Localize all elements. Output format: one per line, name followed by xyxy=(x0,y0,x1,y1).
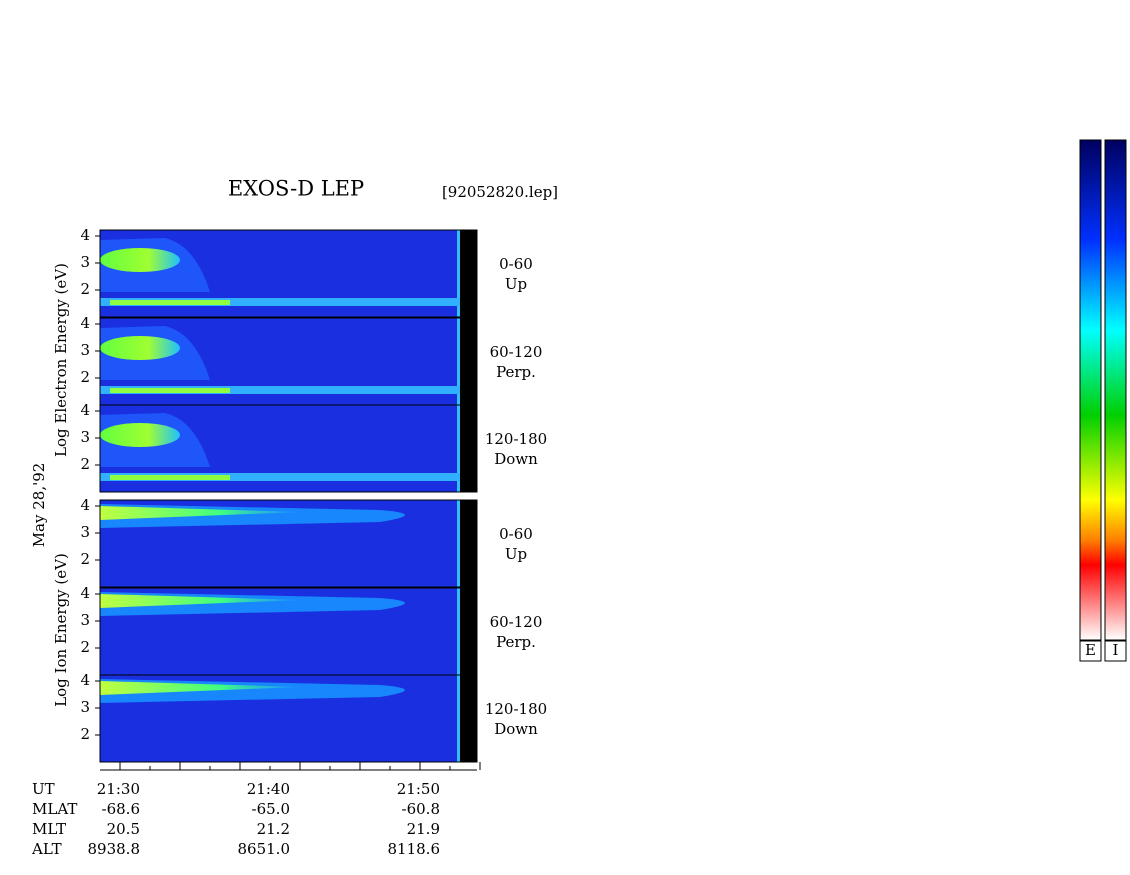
row-value: -60.8 xyxy=(402,800,440,818)
spectrum-band xyxy=(100,506,300,520)
colorbar-box xyxy=(1104,640,1127,662)
edge-band xyxy=(457,500,460,587)
data-gap xyxy=(460,588,477,675)
row-value: 8651.0 xyxy=(238,840,291,858)
date: May 28,'92 xyxy=(30,463,48,548)
angle-label: 0-60 xyxy=(499,255,533,273)
colorbar-box xyxy=(1079,640,1102,662)
angle-label: 0-60 xyxy=(499,525,533,543)
spectrum-band xyxy=(110,388,230,393)
colorbar xyxy=(1104,139,1127,641)
row-value: 21:30 xyxy=(97,780,140,798)
row-value: -65.0 xyxy=(252,800,290,818)
row-value: 8118.6 xyxy=(388,840,441,858)
spectrum-band xyxy=(100,423,180,447)
edge-band xyxy=(457,318,460,405)
data-gap xyxy=(460,500,477,587)
y-tick-label: 4 xyxy=(80,584,90,602)
panel-frame xyxy=(99,674,478,763)
direction-label: Up xyxy=(505,275,527,293)
panel-frame xyxy=(99,229,478,318)
spectrum-band xyxy=(100,336,180,360)
spectrum-band xyxy=(100,473,460,481)
direction-label: Down xyxy=(494,720,538,738)
file-name: [92052820.lep] xyxy=(442,183,558,201)
y-tick-label: 3 xyxy=(80,698,90,716)
colorbar-label: E xyxy=(1085,641,1096,659)
panel-frame xyxy=(99,499,478,588)
angle-label: 120-180 xyxy=(485,700,547,718)
direction-label: Down xyxy=(494,450,538,468)
data-gap xyxy=(460,405,477,492)
spectrum-band xyxy=(100,248,180,272)
row-value: 21.2 xyxy=(257,820,290,838)
data-gap xyxy=(460,318,477,405)
ion-axis-label: Log Ion Energy (eV) xyxy=(52,553,70,707)
spectrum-band xyxy=(100,681,300,695)
edge-band xyxy=(457,675,460,762)
row-value: -68.6 xyxy=(102,800,140,818)
y-tick-label: 2 xyxy=(80,638,90,656)
edge-band xyxy=(457,405,460,492)
panel-frame xyxy=(99,404,478,493)
row-name: UT xyxy=(32,780,55,798)
y-tick-label: 2 xyxy=(80,368,90,386)
row-value: 8938.8 xyxy=(88,840,141,858)
y-tick-label: 3 xyxy=(80,428,90,446)
colorbar-label: I xyxy=(1113,641,1119,659)
title: EXOS-D LEP xyxy=(228,177,364,201)
angle-label: 120-180 xyxy=(485,430,547,448)
direction-label: Perp. xyxy=(496,363,536,381)
y-tick-label: 2 xyxy=(80,455,90,473)
data-gap xyxy=(460,675,477,762)
y-tick-label: 4 xyxy=(80,226,90,244)
y-tick-label: 2 xyxy=(80,550,90,568)
row-value: 21.9 xyxy=(407,820,440,838)
y-tick-label: 4 xyxy=(80,401,90,419)
spectrum-band xyxy=(110,475,230,480)
row-name: MLAT xyxy=(32,800,77,818)
direction-label: Up xyxy=(505,545,527,563)
colorbar xyxy=(1079,139,1102,641)
y-tick-label: 3 xyxy=(80,611,90,629)
row-value: 21:40 xyxy=(247,780,290,798)
electron-axis-label: Log Electron Energy (eV) xyxy=(52,263,70,457)
spectrum-band xyxy=(100,594,300,608)
y-tick-label: 2 xyxy=(80,725,90,743)
edge-band xyxy=(457,588,460,675)
spectrum-band xyxy=(110,300,230,305)
y-tick-label: 4 xyxy=(80,496,90,514)
row-value: 21:50 xyxy=(397,780,440,798)
y-tick-label: 4 xyxy=(80,671,90,689)
spectrum-band xyxy=(100,298,460,306)
direction-label: Perp. xyxy=(496,633,536,651)
y-tick-label: 2 xyxy=(80,280,90,298)
y-tick-label: 3 xyxy=(80,523,90,541)
edge-band xyxy=(457,230,460,317)
y-tick-label: 4 xyxy=(80,314,90,332)
y-tick-label: 3 xyxy=(80,253,90,271)
angle-label: 60-120 xyxy=(490,343,543,361)
angle-label: 60-120 xyxy=(490,613,543,631)
data-gap xyxy=(460,230,477,317)
y-tick-label: 3 xyxy=(80,341,90,359)
spectrum-band xyxy=(100,386,460,394)
row-name: MLT xyxy=(32,820,66,838)
row-value: 20.5 xyxy=(107,820,140,838)
row-name: ALT xyxy=(31,840,62,858)
